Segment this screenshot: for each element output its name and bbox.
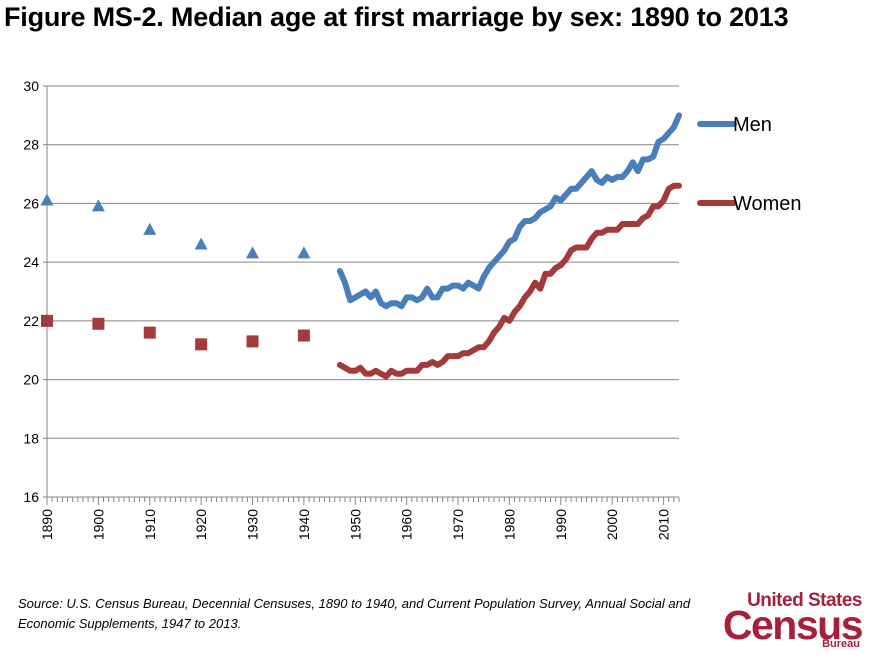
legend-label-men: Men — [733, 114, 772, 136]
marker-men-census — [91, 199, 105, 212]
marker-women-census — [246, 335, 259, 348]
marker-women-census — [195, 338, 208, 351]
x-tick-label: 1930 — [245, 509, 261, 540]
x-tick-label: 1890 — [39, 509, 55, 540]
axes — [43, 85, 680, 505]
logo-line-census: Census — [722, 602, 864, 648]
gridlines — [47, 85, 679, 439]
legend-label-women: Women — [733, 193, 802, 215]
marker-women-census — [143, 326, 156, 339]
x-tick-label: 1980 — [501, 509, 517, 540]
series-line-men — [336, 112, 682, 310]
y-tick-label: 18 — [23, 430, 39, 446]
marker-women-census — [92, 317, 105, 330]
census-bureau-logo: United States Census Bureau — [712, 590, 868, 654]
y-tick-label: 16 — [23, 489, 39, 505]
x-tick-label: 1990 — [553, 509, 569, 540]
marker-men-census — [40, 193, 54, 206]
x-tick-label: 1950 — [347, 509, 363, 540]
marker-men-census — [143, 222, 157, 235]
x-tick-label: 1960 — [399, 509, 415, 540]
series-line-women — [336, 182, 682, 380]
marker-women-census — [297, 329, 310, 342]
y-tick-label: 30 — [23, 78, 39, 94]
y-tick-label: 28 — [23, 137, 39, 153]
source-note: Source: U.S. Census Bureau, Decennial Ce… — [18, 596, 691, 631]
y-tick-label: 24 — [23, 254, 39, 270]
y-tick-labels: 16 18 20 22 24 26 28 30 — [23, 78, 39, 505]
y-tick-label: 26 — [23, 195, 39, 211]
x-tick-label: 1900 — [90, 509, 106, 540]
logo-line-bureau: Bureau — [822, 638, 860, 650]
x-tick-label: 1940 — [296, 509, 312, 540]
x-tick-label: 1920 — [193, 509, 209, 540]
x-tick-label: 2000 — [604, 509, 620, 540]
x-tick-labels: 1890 1900 1910 1920 1930 1940 1950 1960 1970 1980… — [39, 509, 672, 540]
logo-line-united-states: United States — [747, 590, 862, 611]
marker-men-census — [246, 246, 260, 259]
y-tick-label: 20 — [23, 372, 39, 388]
x-tick-label: 1910 — [142, 509, 158, 540]
y-tick-label: 22 — [23, 313, 39, 329]
x-tick-label: 1970 — [450, 509, 466, 540]
x-tick-label: 2010 — [656, 509, 672, 540]
marker-women-census — [41, 314, 53, 327]
series-group — [40, 112, 682, 380]
marker-men-census — [297, 246, 311, 259]
marker-men-census — [194, 237, 208, 250]
legend: Men Women — [697, 114, 802, 215]
chart-title: Figure MS-2. Median age at first marriag… — [4, 2, 789, 32]
chart-svg: 16 18 20 22 24 26 28 30 1890 1900 1910 1920 1930 194… — [23, 78, 802, 540]
